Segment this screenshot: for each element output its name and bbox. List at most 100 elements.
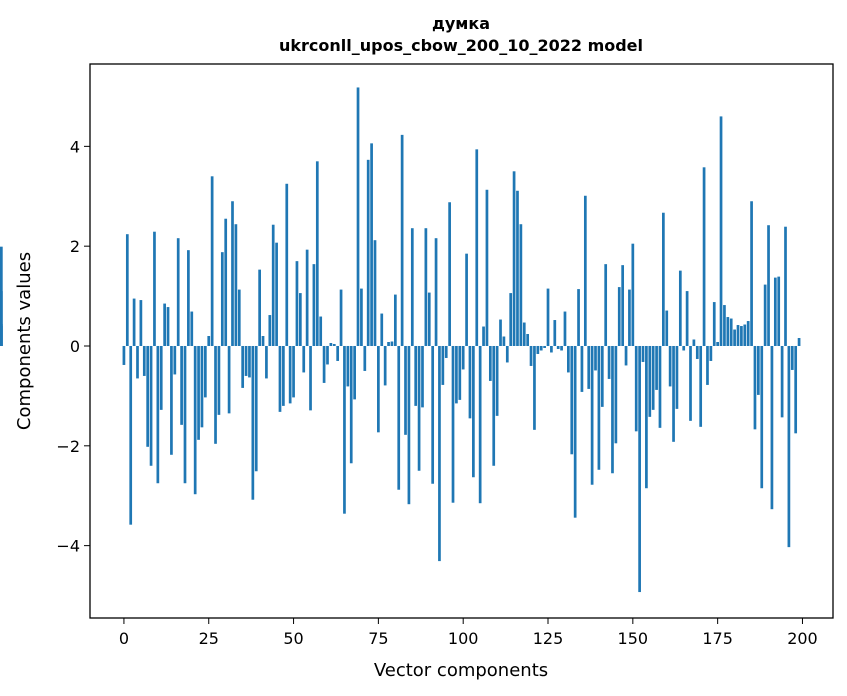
bar [560,345,563,351]
x-tick-label: 75 [368,629,388,648]
bar [526,334,530,346]
bar [197,345,200,440]
bar [129,345,133,525]
bar [678,270,682,346]
bar [570,345,574,455]
bar [648,345,652,417]
bar [543,345,546,348]
y-tick-label: 0 [70,337,80,356]
bar [726,317,730,346]
bar [787,345,791,548]
bar [424,228,428,346]
bar [784,226,787,346]
bar [567,345,570,373]
bar [485,189,489,346]
bar [203,345,207,398]
bar [621,265,625,346]
bar [346,345,350,387]
bar [658,345,662,428]
bar [638,345,641,593]
x-tick-label: 50 [283,629,303,648]
bar [702,167,706,346]
bar [258,269,261,346]
bar [125,234,129,346]
bar [244,345,248,376]
bar [709,345,713,361]
bar [773,277,777,346]
bar [614,345,618,444]
bar [665,310,669,346]
bar [193,345,197,495]
bar [699,345,703,427]
bar [139,300,143,346]
bar [153,231,156,346]
bar [332,343,336,346]
bar [770,345,774,510]
bar [767,225,770,346]
bar [600,345,604,407]
bar [349,345,353,464]
bar [370,143,373,346]
bar [336,345,340,361]
bar [285,183,289,346]
bar [502,336,506,346]
bar [265,345,268,379]
bar [597,345,601,470]
bar [495,345,499,416]
bar [736,325,740,346]
bar [166,307,170,346]
bar [421,345,424,408]
bar [268,315,272,346]
bar [563,311,567,346]
bar [519,224,523,346]
bar [187,250,190,346]
bar [634,345,638,432]
bar [675,345,679,409]
bar [516,190,519,346]
bar [217,345,221,415]
bar [393,294,397,346]
bar [438,345,441,562]
bar [478,345,482,504]
y-tick-label: −4 [56,537,80,556]
bar [227,345,231,414]
bar [539,345,543,351]
bar [451,345,455,503]
bar [746,321,750,346]
bar [607,345,611,379]
bar [465,253,468,346]
bar [159,345,163,410]
bar [309,345,312,411]
bar [695,345,699,359]
bar [295,261,299,346]
bar [360,288,363,346]
bar [685,291,689,346]
bar [410,228,414,346]
bar [583,195,587,346]
bar [343,345,346,514]
x-tick-label: 100 [448,629,479,648]
bar [322,345,326,383]
bar [383,345,387,386]
bar [282,345,285,406]
bar [522,322,526,346]
bar [329,343,333,346]
bar [248,345,251,378]
bar [224,218,228,346]
bar [628,289,631,346]
bar [712,302,716,346]
bar [377,345,380,433]
bar [790,345,794,370]
x-tick-label: 150 [618,629,649,648]
bar [794,345,798,434]
bar [682,345,686,351]
bar [434,238,438,346]
bar [536,345,540,354]
bar [298,293,302,346]
bar [668,345,672,387]
chart-title-line1: думка [432,14,490,33]
bar [190,311,194,346]
bar [655,345,658,390]
plot-area-frame [89,63,834,619]
